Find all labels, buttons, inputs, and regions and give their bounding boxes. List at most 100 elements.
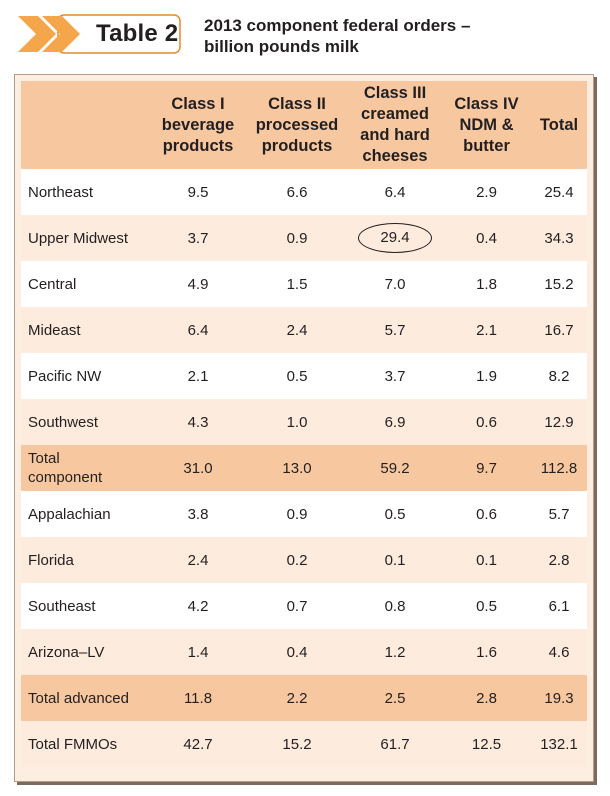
- cell-class-i: 4.9: [150, 261, 246, 307]
- cell-class-ii: 15.2: [246, 721, 348, 767]
- table-frame: Class I beverage products Class II proce…: [14, 74, 594, 782]
- cell-class-i: 6.4: [150, 307, 246, 353]
- cell-class-iv: 0.6: [442, 399, 531, 445]
- header-row: Class I beverage products Class II proce…: [21, 81, 587, 169]
- cell-total: 8.2: [531, 353, 587, 399]
- cell-class-i: 3.7: [150, 215, 246, 261]
- cell-class-ii: 0.5: [246, 353, 348, 399]
- cell-class-iii: 29.4: [348, 215, 442, 261]
- column-header-class-i: Class I beverage products: [150, 81, 246, 169]
- cell-class-iii: 61.7: [348, 721, 442, 767]
- cell-class-iii: 6.4: [348, 169, 442, 215]
- table-row: Florida 2.4 0.2 0.1 0.1 2.8: [21, 537, 587, 583]
- row-label: Pacific NW: [21, 353, 150, 399]
- table-title-line: billion pounds milk: [204, 37, 359, 56]
- cell-class-iii: 2.5: [348, 675, 442, 721]
- cell-class-iv: 2.1: [442, 307, 531, 353]
- cell-class-i: 1.4: [150, 629, 246, 675]
- table-row: Total component 31.0 13.0 59.2 9.7 112.8: [21, 445, 587, 491]
- table-badge: Table 2: [18, 14, 182, 54]
- double-chevron-icon: [18, 14, 181, 54]
- cell-class-iv: 2.8: [442, 675, 531, 721]
- row-label: Appalachian: [21, 491, 150, 537]
- cell-total: 2.8: [531, 537, 587, 583]
- table-row: Southeast 4.2 0.7 0.8 0.5 6.1: [21, 583, 587, 629]
- cell-class-ii: 0.4: [246, 629, 348, 675]
- cell-class-i: 2.1: [150, 353, 246, 399]
- cell-class-ii: 0.2: [246, 537, 348, 583]
- table-title: 2013 component federal orders – billion …: [204, 15, 564, 57]
- cell-class-i: 9.5: [150, 169, 246, 215]
- table-row: Central 4.9 1.5 7.0 1.8 15.2: [21, 261, 587, 307]
- cell-class-i: 3.8: [150, 491, 246, 537]
- table-number: Table 2: [96, 20, 179, 47]
- column-header-total: Total: [531, 81, 587, 169]
- row-label: Northeast: [21, 169, 150, 215]
- cell-class-ii: 13.0: [246, 445, 348, 491]
- cell-class-i: 2.4: [150, 537, 246, 583]
- cell-total: 19.3: [531, 675, 587, 721]
- cell-class-i: 42.7: [150, 721, 246, 767]
- circled-value: 29.4: [358, 223, 432, 253]
- cell-total: 4.6: [531, 629, 587, 675]
- row-label: Mideast: [21, 307, 150, 353]
- cell-class-ii: 1.0: [246, 399, 348, 445]
- cell-class-i: 31.0: [150, 445, 246, 491]
- cell-class-iv: 1.8: [442, 261, 531, 307]
- table-row: Total FMMOs 42.7 15.2 61.7 12.5 132.1: [21, 721, 587, 767]
- cell-total: 132.1: [531, 721, 587, 767]
- cell-class-i: 11.8: [150, 675, 246, 721]
- column-header-region: [21, 81, 150, 169]
- table-row: Upper Midwest 3.7 0.9 29.4 0.4 34.3: [21, 215, 587, 261]
- cell-class-ii: 2.4: [246, 307, 348, 353]
- row-label: Arizona–LV: [21, 629, 150, 675]
- table-row: Arizona–LV 1.4 0.4 1.2 1.6 4.6: [21, 629, 587, 675]
- cell-class-iii: 3.7: [348, 353, 442, 399]
- orders-table: Class I beverage products Class II proce…: [21, 81, 587, 767]
- row-label: Southeast: [21, 583, 150, 629]
- cell-class-iv: 0.6: [442, 491, 531, 537]
- column-header-class-iii: Class III creamed and hard cheeses: [348, 81, 442, 169]
- cell-total: 34.3: [531, 215, 587, 261]
- cell-class-iv: 9.7: [442, 445, 531, 491]
- cell-class-iv: 1.6: [442, 629, 531, 675]
- row-label: Central: [21, 261, 150, 307]
- cell-class-ii: 0.7: [246, 583, 348, 629]
- column-header-class-iv: Class IV NDM & butter: [442, 81, 531, 169]
- cell-class-iv: 12.5: [442, 721, 531, 767]
- row-label: Total advanced: [21, 675, 150, 721]
- cell-class-iii: 5.7: [348, 307, 442, 353]
- cell-total: 6.1: [531, 583, 587, 629]
- row-label: Southwest: [21, 399, 150, 445]
- cell-total: 12.9: [531, 399, 587, 445]
- cell-class-i: 4.2: [150, 583, 246, 629]
- cell-class-ii: 1.5: [246, 261, 348, 307]
- cell-total: 112.8: [531, 445, 587, 491]
- cell-total: 25.4: [531, 169, 587, 215]
- cell-class-ii: 6.6: [246, 169, 348, 215]
- cell-class-iii: 0.1: [348, 537, 442, 583]
- cell-class-iv: 1.9: [442, 353, 531, 399]
- cell-class-iii: 0.5: [348, 491, 442, 537]
- table-row: Pacific NW 2.1 0.5 3.7 1.9 8.2: [21, 353, 587, 399]
- table-row: Northeast 9.5 6.6 6.4 2.9 25.4: [21, 169, 587, 215]
- cell-class-iii: 6.9: [348, 399, 442, 445]
- row-label: Upper Midwest: [21, 215, 150, 261]
- row-label: Total FMMOs: [21, 721, 150, 767]
- column-header-class-ii: Class II processed products: [246, 81, 348, 169]
- cell-class-iv: 2.9: [442, 169, 531, 215]
- cell-class-ii: 2.2: [246, 675, 348, 721]
- cell-class-ii: 0.9: [246, 491, 348, 537]
- cell-total: 5.7: [531, 491, 587, 537]
- table-row: Southwest 4.3 1.0 6.9 0.6 12.9: [21, 399, 587, 445]
- cell-class-iv: 0.1: [442, 537, 531, 583]
- table-row: Total advanced 11.8 2.2 2.5 2.8 19.3: [21, 675, 587, 721]
- cell-class-iii: 1.2: [348, 629, 442, 675]
- cell-class-iii: 59.2: [348, 445, 442, 491]
- cell-class-iii: 0.8: [348, 583, 442, 629]
- cell-class-ii: 0.9: [246, 215, 348, 261]
- row-label: Total component: [21, 445, 150, 491]
- cell-class-i: 4.3: [150, 399, 246, 445]
- cell-class-iv: 0.4: [442, 215, 531, 261]
- row-label: Florida: [21, 537, 150, 583]
